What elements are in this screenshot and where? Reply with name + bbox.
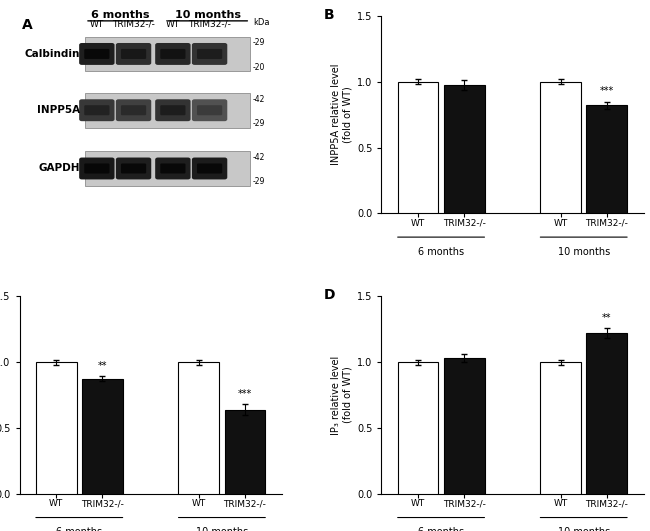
FancyBboxPatch shape [197,105,222,115]
Text: TRIM32-/-: TRIM32-/- [188,20,231,29]
Text: -29: -29 [253,177,265,186]
Bar [225,409,265,494]
Text: WT: WT [90,20,104,29]
FancyBboxPatch shape [116,158,151,179]
Text: 10 months: 10 months [196,527,248,531]
FancyBboxPatch shape [121,164,146,174]
Text: 10 months: 10 months [558,247,610,257]
Text: 6 months: 6 months [418,247,464,257]
Text: 6 months: 6 months [418,527,464,531]
Text: 10 months: 10 months [175,10,240,20]
FancyBboxPatch shape [197,164,222,174]
Bar [398,362,438,494]
FancyBboxPatch shape [121,105,146,115]
FancyBboxPatch shape [85,151,250,186]
Y-axis label: INPP5A relative level
(fold of WT): INPP5A relative level (fold of WT) [331,64,353,166]
FancyBboxPatch shape [161,164,185,174]
Text: ***: *** [600,86,614,96]
FancyBboxPatch shape [155,158,190,179]
Text: 6 months: 6 months [56,527,102,531]
FancyBboxPatch shape [155,99,190,121]
FancyBboxPatch shape [192,99,228,121]
FancyBboxPatch shape [155,43,190,65]
Text: A: A [22,18,33,32]
Bar [82,379,123,494]
FancyBboxPatch shape [79,43,114,65]
FancyBboxPatch shape [192,43,228,65]
Text: -29: -29 [253,38,265,47]
FancyBboxPatch shape [85,37,250,71]
Text: GAPDH: GAPDH [38,164,80,174]
FancyBboxPatch shape [79,158,114,179]
Bar [444,85,484,213]
Y-axis label: IP₃ relative level
(fold of WT): IP₃ relative level (fold of WT) [331,355,353,435]
Text: Calbindin: Calbindin [25,49,80,59]
FancyBboxPatch shape [116,99,151,121]
Text: -20: -20 [253,63,265,72]
FancyBboxPatch shape [121,49,146,59]
FancyBboxPatch shape [84,49,109,59]
Bar [540,82,581,213]
Text: D: D [324,288,335,303]
Text: ***: *** [238,389,252,399]
Text: TRIM32-/-: TRIM32-/- [112,20,155,29]
Text: **: ** [602,313,612,323]
Text: 10 months: 10 months [558,527,610,531]
Bar [398,82,438,213]
Text: -29: -29 [253,119,265,128]
FancyBboxPatch shape [116,43,151,65]
Bar [540,362,581,494]
FancyBboxPatch shape [79,99,114,121]
Bar [586,106,627,213]
Text: -42: -42 [253,95,265,104]
Bar [36,362,77,494]
Text: WT: WT [166,20,180,29]
FancyBboxPatch shape [197,49,222,59]
FancyBboxPatch shape [161,105,185,115]
Bar [586,333,627,494]
Text: **: ** [98,361,107,371]
FancyBboxPatch shape [84,105,109,115]
Text: kDa: kDa [253,18,269,27]
Text: -42: -42 [253,153,265,162]
Bar [444,358,484,494]
FancyBboxPatch shape [161,49,185,59]
Text: 6 months: 6 months [91,10,150,20]
FancyBboxPatch shape [192,158,228,179]
Text: B: B [324,8,334,22]
FancyBboxPatch shape [85,93,250,127]
FancyBboxPatch shape [84,164,109,174]
Bar [179,362,219,494]
Text: INPP5A: INPP5A [36,105,80,115]
